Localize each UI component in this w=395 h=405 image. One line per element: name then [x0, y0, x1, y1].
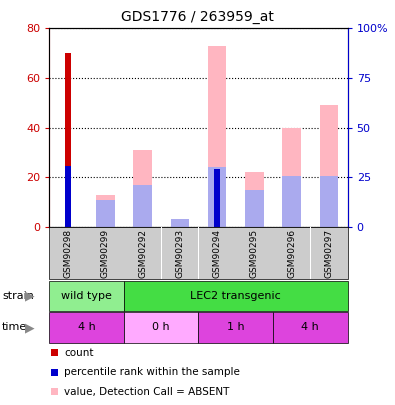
- Text: 0 h: 0 h: [152, 322, 170, 333]
- Bar: [320, 105, 338, 227]
- Text: GSM90297: GSM90297: [324, 228, 333, 278]
- Bar: [65, 53, 71, 227]
- Text: GSM90295: GSM90295: [250, 228, 259, 278]
- Bar: [320, 176, 338, 227]
- Text: strain: strain: [2, 291, 34, 301]
- Text: 1 h: 1 h: [227, 322, 245, 333]
- Text: GSM90296: GSM90296: [287, 228, 296, 278]
- Bar: [282, 176, 301, 227]
- Bar: [214, 168, 220, 227]
- Text: value, Detection Call = ABSENT: value, Detection Call = ABSENT: [64, 387, 230, 396]
- Bar: [245, 190, 264, 227]
- Bar: [133, 150, 152, 227]
- Text: 4 h: 4 h: [301, 322, 319, 333]
- Bar: [96, 194, 115, 227]
- Bar: [171, 220, 189, 227]
- Bar: [133, 185, 152, 227]
- Bar: [96, 200, 115, 227]
- Text: 4 h: 4 h: [78, 322, 96, 333]
- Text: percentile rank within the sample: percentile rank within the sample: [64, 367, 240, 377]
- Bar: [282, 128, 301, 227]
- Text: ▶: ▶: [25, 289, 34, 303]
- Bar: [208, 46, 226, 227]
- Text: GSM90294: GSM90294: [213, 229, 222, 277]
- Text: GDS1776 / 263959_at: GDS1776 / 263959_at: [121, 10, 274, 24]
- Bar: [65, 166, 71, 227]
- Text: wild type: wild type: [61, 291, 112, 301]
- Text: GSM90298: GSM90298: [64, 228, 73, 278]
- Bar: [245, 172, 264, 227]
- Text: time: time: [2, 322, 27, 333]
- Text: count: count: [64, 348, 94, 358]
- Text: LEC2 transgenic: LEC2 transgenic: [190, 291, 281, 301]
- Bar: [208, 167, 226, 227]
- Text: GSM90293: GSM90293: [175, 228, 184, 278]
- Text: ▶: ▶: [25, 321, 34, 334]
- Text: GSM90292: GSM90292: [138, 229, 147, 277]
- Text: GSM90299: GSM90299: [101, 228, 110, 278]
